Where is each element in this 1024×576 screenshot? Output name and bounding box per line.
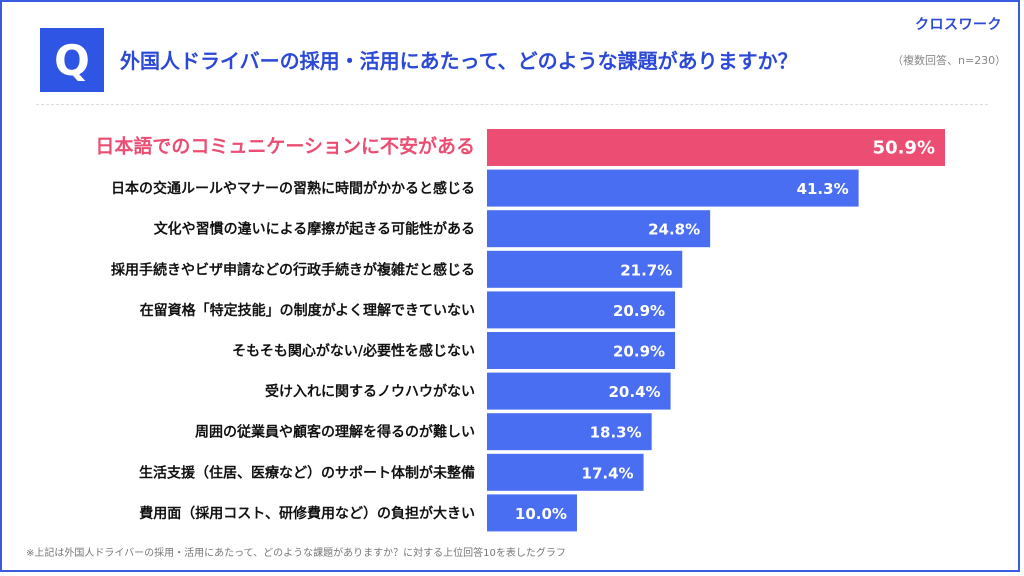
category-label: 在留資格「特定技能」の制度がよく理解できていない	[140, 302, 475, 319]
value-label: 18.3%	[590, 424, 642, 442]
bar	[487, 291, 676, 329]
bar	[487, 453, 644, 491]
bar	[487, 250, 683, 288]
value-label: 21.7%	[620, 261, 672, 279]
title-divider	[36, 104, 988, 105]
brand-logo: クロスワーク	[915, 17, 1002, 33]
category-label: 採用手続きやビザ申請などの行政手続きが複雑だと感じる	[111, 261, 475, 278]
value-label: 20.9%	[613, 302, 665, 320]
category-label: 日本語でのコミュニケーションに不安がある	[95, 135, 475, 158]
value-label: 24.8%	[648, 221, 700, 239]
category-label: そもそも関心がない/必要性を感じない	[232, 343, 475, 360]
value-label: 20.9%	[613, 343, 665, 361]
value-label: 10.0%	[515, 505, 567, 523]
category-label: 文化や習慣の違いによる摩擦が起きる可能性がある	[154, 221, 475, 238]
footnote: ※上記は外国人ドライバーの採用・活用にあたって、どのような課題がありますか？に対…	[26, 548, 566, 559]
bar	[487, 332, 676, 369]
sample-note: （複数回答、n=230）	[892, 54, 1007, 67]
category-label: 費用面（採用コスト、研修費用など）の負担が大きい	[139, 505, 475, 522]
value-label: 17.4%	[582, 464, 634, 482]
bar	[487, 129, 945, 166]
bar	[487, 169, 859, 207]
value-label: 50.9%	[873, 138, 935, 159]
category-label: 受け入れに関するノウハウがない	[265, 383, 475, 400]
category-label: 周囲の従業員や顧客の理解を得るのが難しい	[195, 424, 475, 441]
bar	[487, 413, 652, 451]
bar	[487, 210, 711, 248]
bar	[487, 494, 577, 532]
category-label: 生活支援（住居、医療など）のサポート体制が未整備	[139, 464, 475, 481]
chart-title: 外国人ドライバーの採用・活用にあたって、どのような課題がありますか？	[120, 49, 798, 73]
question-badge: Q	[40, 28, 104, 92]
value-label: 20.4%	[609, 383, 661, 401]
value-label: 41.3%	[797, 180, 849, 198]
bar	[487, 372, 671, 410]
category-label: 日本の交通ルールやマナーの習熟に時間がかかると感じる	[111, 180, 475, 197]
